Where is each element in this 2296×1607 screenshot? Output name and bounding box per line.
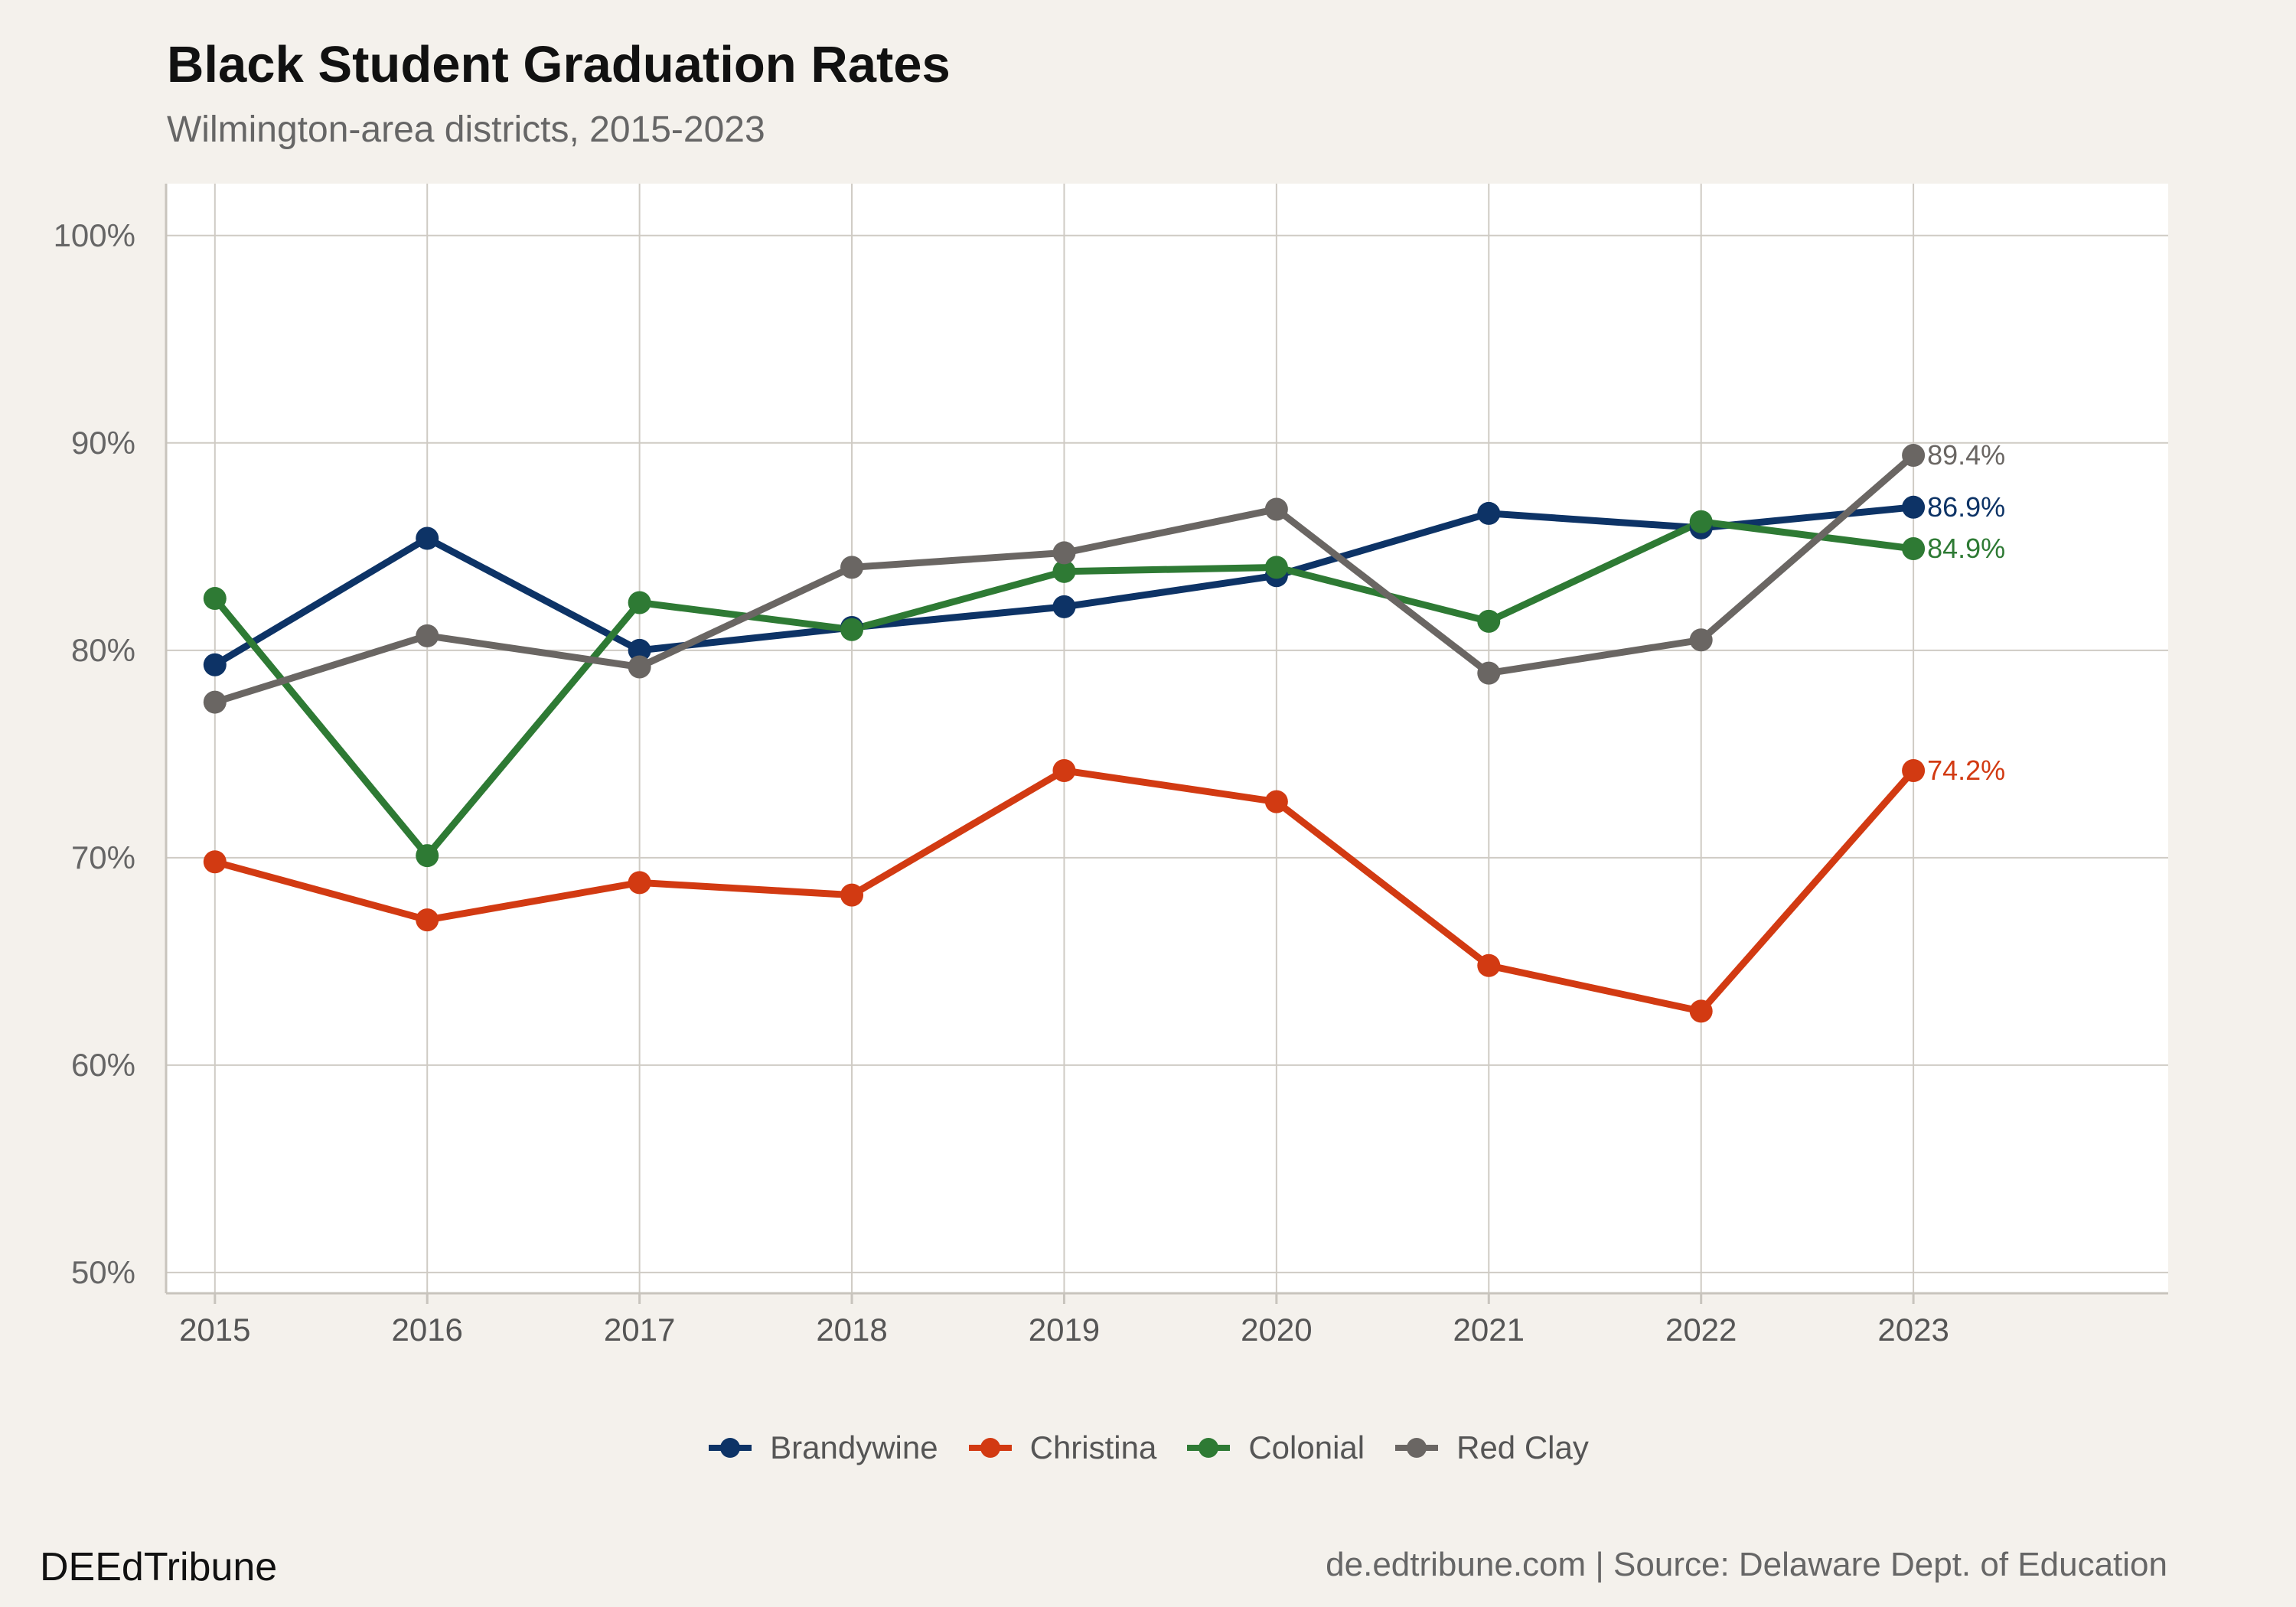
source-credit: de.edtribune.com | Source: Delaware Dept… [1326, 1546, 2167, 1583]
legend-key-red-clay [1395, 1438, 1439, 1458]
data-point-colonial [203, 587, 227, 611]
data-point-christina [203, 850, 227, 874]
data-point-red-clay [1052, 541, 1076, 565]
data-point-christina [628, 871, 651, 895]
x-tick-label: 2016 [391, 1312, 462, 1348]
data-point-red-clay [416, 624, 439, 647]
data-point-colonial [628, 591, 651, 614]
legend-key-dot [980, 1438, 1000, 1458]
data-point-christina [840, 883, 864, 907]
plot-panel [166, 184, 2168, 1293]
legend-item-brandywine: Brandywine [707, 1429, 938, 1466]
data-point-brandywine [1902, 495, 1926, 519]
data-point-brandywine [1052, 595, 1076, 618]
data-point-christina [416, 908, 439, 932]
data-point-brandywine [628, 638, 651, 662]
end-label-christina: 74.2% [1927, 755, 2005, 786]
y-tick-label: 100% [54, 217, 135, 253]
data-point-red-clay [840, 556, 864, 579]
brand-name: DEEdTribune [40, 1545, 278, 1589]
data-point-christina [1264, 790, 1288, 813]
y-tick-label: 70% [71, 839, 135, 875]
data-point-colonial [1052, 559, 1076, 583]
legend-key-christina [968, 1438, 1012, 1458]
end-label-colonial: 84.9% [1927, 533, 2005, 564]
x-tick-label: 2019 [1029, 1312, 1100, 1348]
legend-key-colonial [1187, 1438, 1231, 1458]
data-point-red-clay [628, 655, 651, 679]
end-label-red-clay: 89.4% [1927, 439, 2005, 471]
y-axis-ticks: 50% 60% 70% 80% 90% 100% [54, 217, 135, 1290]
legend-key-dot [1199, 1438, 1219, 1458]
y-tick-label: 60% [71, 1047, 135, 1083]
legend-item-red-clay: Red Clay [1394, 1429, 1589, 1466]
x-tick-label: 2018 [816, 1312, 887, 1348]
x-tick-label: 2020 [1241, 1312, 1312, 1348]
legend-item-colonial: Colonial [1186, 1429, 1365, 1466]
data-point-brandywine [416, 526, 439, 550]
legend-label: Brandywine [770, 1429, 938, 1465]
data-point-christina [1689, 999, 1713, 1023]
data-point-brandywine [1477, 501, 1501, 525]
data-point-christina [1902, 759, 1926, 783]
series-points [203, 444, 1926, 1023]
data-point-colonial [840, 618, 864, 641]
x-gridlines [214, 184, 1915, 1293]
legend-label: Colonial [1248, 1429, 1365, 1465]
chart-subtitle: Wilmington-area districts, 2015-2023 [167, 109, 765, 150]
data-point-colonial [1477, 609, 1501, 633]
legend: Brandywine Christina Colonial Red Clay [0, 1429, 2296, 1466]
line-chart: 50% 60% 70% 80% 90% 100% 2015 2016 2017 2018 2019… [54, 184, 2168, 1348]
legend-key-dot [1407, 1438, 1427, 1458]
chart-title: Black Student Graduation Rates [167, 36, 951, 93]
x-tick-label: 2015 [179, 1312, 250, 1348]
x-tick-label: 2017 [604, 1312, 675, 1348]
legend-key-dot [720, 1438, 741, 1458]
data-point-red-clay [1477, 661, 1501, 685]
y-tick-label: 90% [71, 425, 135, 461]
x-tick-label: 2023 [1877, 1312, 1949, 1348]
data-point-colonial [1689, 510, 1713, 533]
data-point-brandywine [203, 653, 227, 676]
x-axis-ticks: 2015 2016 2017 2018 2019 2020 2021 2022 2023 [179, 1293, 1949, 1348]
data-point-colonial [1902, 537, 1926, 561]
data-point-colonial [1264, 556, 1288, 579]
data-point-christina [1477, 953, 1501, 977]
data-point-colonial [416, 844, 439, 868]
data-point-red-clay [1902, 444, 1926, 468]
data-point-red-clay [1264, 497, 1288, 521]
x-tick-label: 2021 [1453, 1312, 1525, 1348]
data-point-red-clay [1689, 628, 1713, 652]
legend-key-brandywine [709, 1438, 752, 1458]
y-tick-label: 80% [71, 632, 135, 668]
legend-label: Christina [1029, 1429, 1157, 1465]
legend-label: Red Clay [1456, 1429, 1589, 1465]
y-tick-label: 50% [71, 1254, 135, 1290]
data-point-red-clay [203, 690, 227, 714]
end-labels: 86.9% 74.2% 84.9% 89.4% [1927, 439, 2005, 786]
end-label-brandywine: 86.9% [1927, 491, 2005, 523]
legend-item-christina: Christina [967, 1429, 1157, 1466]
x-tick-label: 2022 [1665, 1312, 1737, 1348]
data-point-christina [1052, 759, 1076, 783]
